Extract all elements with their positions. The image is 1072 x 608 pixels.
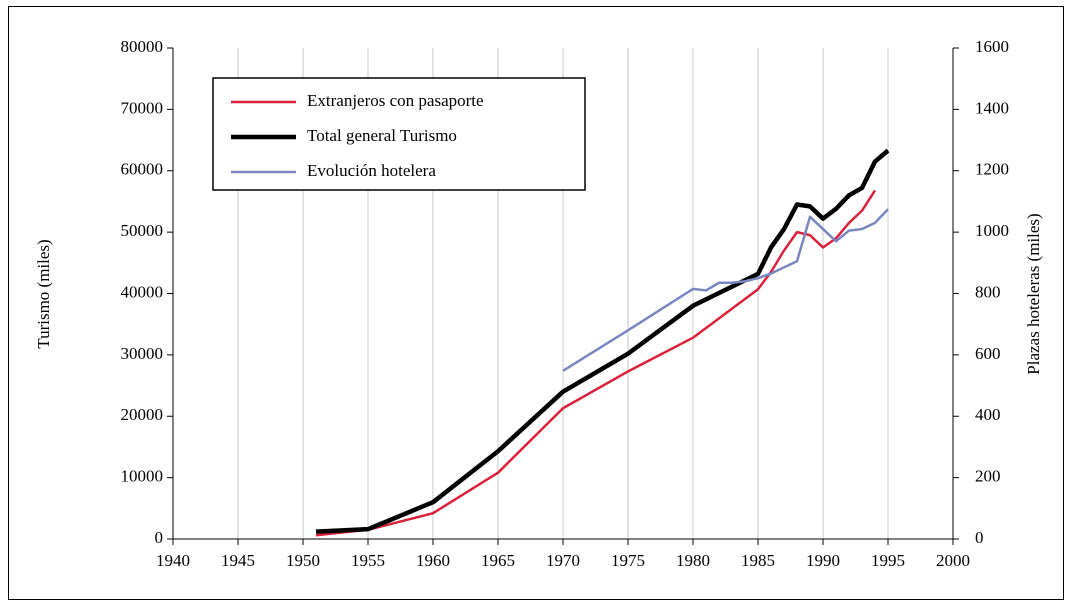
x-tick-label: 1990	[806, 551, 840, 570]
y2-tick-label: 800	[975, 282, 1001, 301]
y-tick-label: 70000	[121, 98, 164, 117]
x-tick-label: 1945	[221, 551, 255, 570]
series-line	[315, 189, 877, 537]
x-tick-label: 1965	[481, 551, 515, 570]
y2-tick-label: 400	[975, 405, 1001, 424]
legend-label: Total general Turismo	[307, 126, 457, 145]
x-tick-label: 1985	[741, 551, 775, 570]
y-tick-label: 10000	[121, 467, 164, 486]
y-tick-label: 0	[155, 528, 164, 547]
x-tick-label: 1980	[676, 551, 710, 570]
x-tick-label: 1940	[156, 551, 190, 570]
x-tick-label: 1950	[286, 551, 320, 570]
y2-tick-label: 0	[975, 528, 984, 547]
y-tick-label: 30000	[121, 344, 164, 363]
series-line	[315, 148, 890, 534]
y2-tick-label: 600	[975, 344, 1001, 363]
y-tick-label: 50000	[121, 221, 164, 240]
y2-tick-label: 1600	[975, 37, 1009, 56]
x-tick-label: 1970	[546, 551, 580, 570]
y-tick-label: 40000	[121, 282, 164, 301]
y2-tick-label: 1000	[975, 221, 1009, 240]
x-tick-label: 1995	[871, 551, 905, 570]
legend-label: Extranjeros con pasaporte	[307, 91, 484, 110]
y2-tick-label: 1200	[975, 160, 1009, 179]
y2-axis-label: Plazas hoteleras (miles)	[1024, 213, 1043, 374]
x-tick-label: 1960	[416, 551, 450, 570]
series-line	[562, 208, 889, 372]
y-tick-label: 20000	[121, 405, 164, 424]
y-tick-label: 80000	[121, 37, 164, 56]
y-axis-label: Turismo (miles)	[34, 239, 53, 348]
x-tick-label: 2000	[936, 551, 970, 570]
y2-tick-label: 200	[975, 467, 1001, 486]
y2-tick-label: 1400	[975, 98, 1009, 117]
x-tick-label: 1975	[611, 551, 645, 570]
legend-label: Evolución hotelera	[307, 161, 436, 180]
y-tick-label: 60000	[121, 160, 164, 179]
x-tick-label: 1955	[351, 551, 385, 570]
